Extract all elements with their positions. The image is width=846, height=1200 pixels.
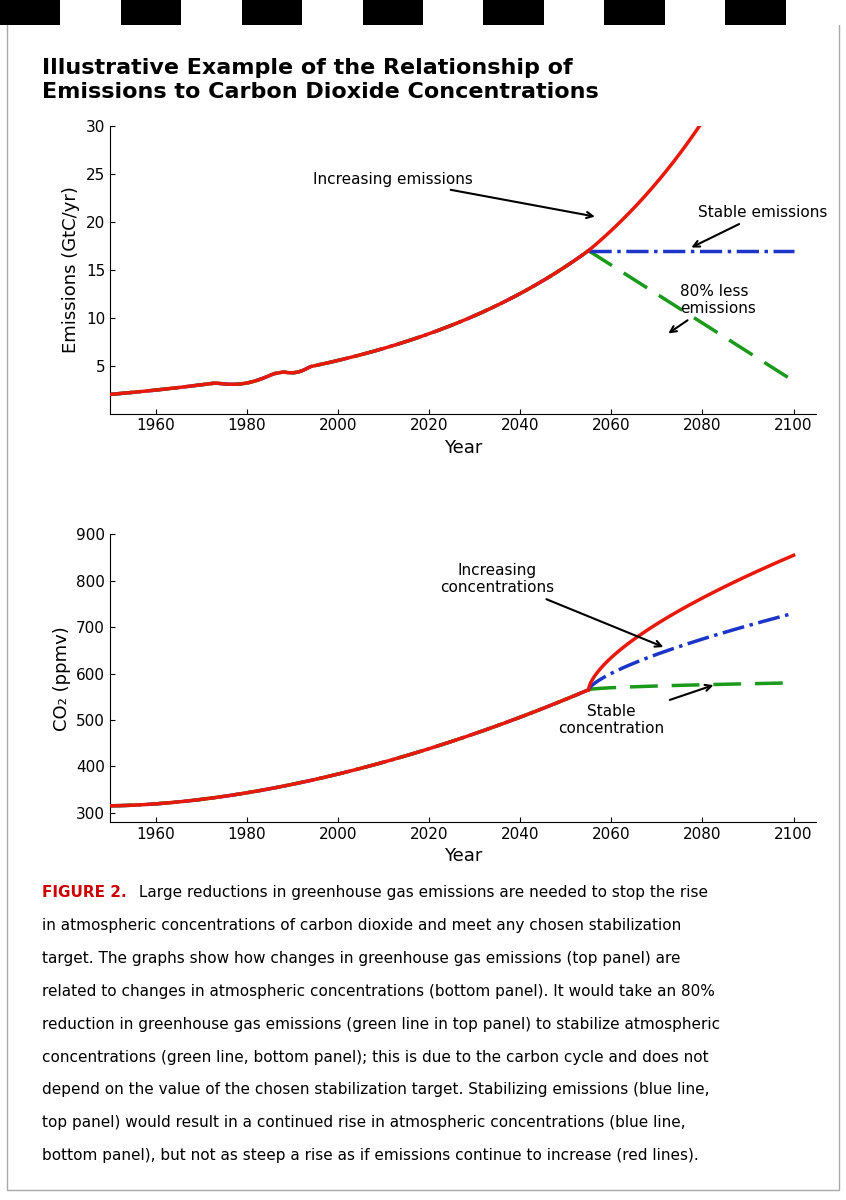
Text: Stable emissions: Stable emissions	[694, 205, 827, 246]
Y-axis label: CO₂ (ppmv): CO₂ (ppmv)	[52, 626, 70, 731]
Text: related to changes in atmospheric concentrations (bottom panel). It would take a: related to changes in atmospheric concen…	[42, 984, 715, 998]
Bar	[786, 0, 846, 25]
Text: Large reductions in greenhouse gas emissions are needed to stop the rise: Large reductions in greenhouse gas emiss…	[134, 886, 708, 900]
Text: Stable
concentration: Stable concentration	[558, 685, 711, 736]
Bar	[423, 0, 483, 25]
Text: reduction in greenhouse gas emissions (green line in top panel) to stabilize atm: reduction in greenhouse gas emissions (g…	[42, 1016, 721, 1032]
Text: FIGURE 2.: FIGURE 2.	[42, 886, 127, 900]
Bar	[604, 0, 665, 25]
Text: 80% less
emissions: 80% less emissions	[670, 283, 755, 332]
Y-axis label: Emissions (GtC/yr): Emissions (GtC/yr)	[63, 186, 80, 353]
Bar	[665, 0, 725, 25]
Bar	[121, 0, 181, 25]
Bar	[242, 0, 302, 25]
Text: in atmospheric concentrations of carbon dioxide and meet any chosen stabilizatio: in atmospheric concentrations of carbon …	[42, 918, 682, 934]
Bar	[302, 0, 363, 25]
Text: top panel) would result in a continued rise in atmospheric concentrations (blue : top panel) would result in a continued r…	[42, 1115, 686, 1130]
Text: Increasing emissions: Increasing emissions	[313, 172, 592, 218]
Bar	[60, 0, 121, 25]
Text: depend on the value of the chosen stabilization target. Stabilizing emissions (b: depend on the value of the chosen stabil…	[42, 1082, 710, 1098]
X-axis label: Year: Year	[444, 847, 482, 865]
Bar	[725, 0, 786, 25]
Bar	[181, 0, 242, 25]
Text: bottom panel), but not as steep a rise as if emissions continue to increase (red: bottom panel), but not as steep a rise a…	[42, 1148, 699, 1163]
Text: Illustrative Example of the Relationship of
Emissions to Carbon Dioxide Concentr: Illustrative Example of the Relationship…	[42, 58, 599, 102]
Bar	[544, 0, 604, 25]
X-axis label: Year: Year	[444, 439, 482, 457]
Bar	[483, 0, 544, 25]
Text: Increasing
concentrations: Increasing concentrations	[440, 563, 662, 647]
Text: concentrations (green line, bottom panel); this is due to the carbon cycle and d: concentrations (green line, bottom panel…	[42, 1050, 709, 1064]
Bar	[0, 0, 60, 25]
Text: target. The graphs show how changes in greenhouse gas emissions (top panel) are: target. The graphs show how changes in g…	[42, 952, 681, 966]
Bar	[363, 0, 423, 25]
